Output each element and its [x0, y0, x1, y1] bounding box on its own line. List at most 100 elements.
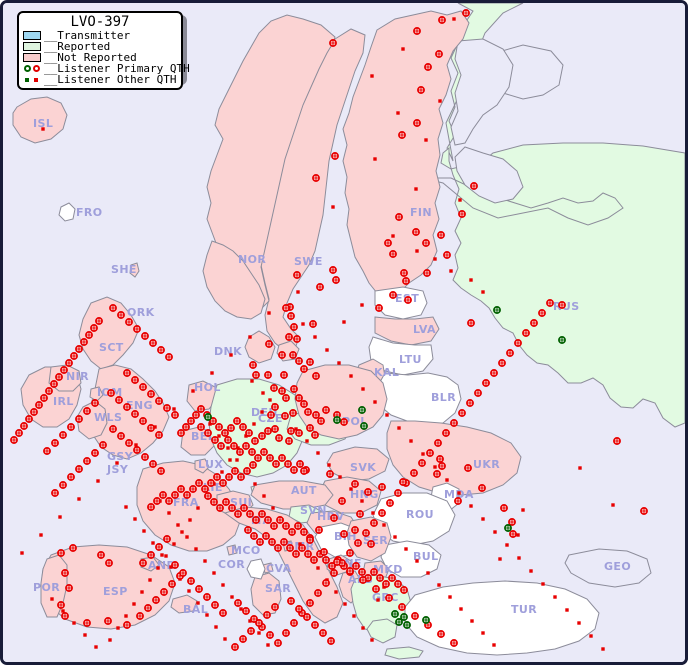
listener-other-qth-marker[interactable]: [124, 505, 128, 509]
listener-other-qth-marker[interactable]: [196, 601, 200, 605]
listener-other-qth-marker[interactable]: [156, 566, 160, 570]
listener-other-qth-marker[interactable]: [426, 571, 430, 575]
listener-other-qth-marker[interactable]: [271, 506, 275, 510]
listener-other-qth-marker[interactable]: [409, 439, 413, 443]
listener-other-qth-marker[interactable]: [257, 631, 261, 635]
listener-other-qth-marker[interactable]: [370, 638, 374, 642]
listener-other-qth-marker[interactable]: [133, 517, 137, 521]
country-geo[interactable]: [564, 548, 652, 588]
listener-other-qth-marker[interactable]: [349, 487, 353, 491]
listener-other-qth-marker[interactable]: [492, 643, 496, 647]
country-lux[interactable]: [194, 458, 210, 474]
listener-other-qth-marker[interactable]: [140, 590, 144, 594]
listener-other-qth-marker[interactable]: [210, 371, 214, 375]
grc-crete[interactable]: [384, 646, 424, 660]
listener-other-qth-marker[interactable]: [248, 619, 252, 623]
listener-other-qth-marker[interactable]: [445, 478, 449, 482]
listener-other-qth-marker[interactable]: [517, 556, 521, 560]
listener-other-qth-marker[interactable]: [142, 529, 146, 533]
country-iom[interactable]: [89, 386, 104, 402]
listener-other-qth-marker[interactable]: [134, 443, 138, 447]
listener-other-qth-marker[interactable]: [352, 614, 356, 618]
listener-other-qth-marker[interactable]: [58, 515, 62, 519]
europe-map-svg[interactable]: ISLFROSHEORKSCTNIRIRLIOMWLSENGGSYJSYDNKH…: [3, 3, 685, 662]
listener-other-qth-marker[interactable]: [376, 598, 380, 602]
listener-other-qth-marker[interactable]: [470, 619, 474, 623]
listener-other-qth-marker[interactable]: [481, 290, 485, 294]
listener-other-qth-marker[interactable]: [437, 583, 441, 587]
listener-other-qth-marker[interactable]: [493, 530, 497, 534]
country-ukr[interactable]: [386, 420, 522, 496]
listener-other-qth-marker[interactable]: [50, 597, 54, 601]
listener-other-qth-marker[interactable]: [334, 590, 338, 594]
listener-other-qth-marker[interactable]: [115, 461, 119, 465]
listener-other-qth-marker[interactable]: [187, 589, 191, 593]
listener-other-qth-marker[interactable]: [124, 614, 128, 618]
listener-other-qth-marker[interactable]: [327, 463, 331, 467]
listener-other-qth-marker[interactable]: [229, 353, 233, 357]
listener-other-qth-marker[interactable]: [268, 398, 272, 402]
listener-other-qth-marker[interactable]: [235, 458, 239, 462]
listener-other-qth-marker[interactable]: [433, 465, 437, 469]
country-dnk[interactable]: [244, 330, 276, 364]
listener-other-qth-marker[interactable]: [360, 303, 364, 307]
listener-other-qth-marker[interactable]: [296, 290, 300, 294]
listener-other-qth-marker[interactable]: [529, 569, 533, 573]
listener-other-qth-marker[interactable]: [253, 482, 257, 486]
listener-other-qth-marker[interactable]: [396, 111, 400, 115]
listener-other-qth-marker[interactable]: [203, 559, 207, 563]
listener-other-qth-marker[interactable]: [172, 407, 176, 411]
listener-other-qth-marker[interactable]: [316, 566, 320, 570]
listener-other-qth-marker[interactable]: [208, 422, 212, 426]
listener-other-qth-marker[interactable]: [415, 249, 419, 253]
listener-other-qth-marker[interactable]: [221, 583, 225, 587]
listener-other-qth-marker[interactable]: [205, 613, 209, 617]
nor-south[interactable]: [202, 240, 266, 320]
country-svk[interactable]: [326, 446, 390, 482]
listener-other-qth-marker[interactable]: [316, 451, 320, 455]
listener-other-qth-marker[interactable]: [421, 452, 425, 456]
listener-other-qth-marker[interactable]: [153, 425, 157, 429]
listener-other-qth-marker[interactable]: [244, 434, 248, 438]
listener-other-qth-marker[interactable]: [452, 17, 456, 21]
listener-other-qth-marker[interactable]: [313, 335, 317, 339]
country-mco[interactable]: [226, 544, 238, 556]
listener-other-qth-marker[interactable]: [41, 127, 45, 131]
listener-other-qth-marker[interactable]: [393, 535, 397, 539]
listener-other-qth-marker[interactable]: [498, 557, 502, 561]
listener-other-qth-marker[interactable]: [266, 643, 270, 647]
listener-other-qth-marker[interactable]: [116, 626, 120, 630]
listener-primary-qth-markers-green[interactable]: [204, 306, 566, 629]
listener-other-qth-marker[interactable]: [261, 391, 265, 395]
listener-other-qth-marker[interactable]: [361, 387, 365, 391]
listener-other-qth-marker[interactable]: [424, 138, 428, 142]
country-ltu[interactable]: [368, 336, 434, 376]
country-fin[interactable]: [342, 10, 470, 300]
listener-other-qth-marker[interactable]: [169, 565, 173, 569]
listener-other-qth-marker[interactable]: [228, 458, 232, 462]
listener-other-qth-marker[interactable]: [553, 595, 557, 599]
listener-other-qth-marker[interactable]: [172, 542, 176, 546]
listener-other-qth-marker[interactable]: [349, 374, 353, 378]
listener-other-qth-marker[interactable]: [77, 497, 81, 501]
listener-other-qth-marker[interactable]: [469, 278, 473, 282]
listener-other-qth-marker[interactable]: [196, 506, 200, 510]
grc-peloponnese[interactable]: [366, 618, 398, 644]
listener-other-qth-marker[interactable]: [108, 638, 112, 642]
listener-other-qth-marker[interactable]: [236, 446, 240, 450]
listener-other-qth-marker[interactable]: [457, 491, 461, 495]
listener-other-qth-marker[interactable]: [481, 631, 485, 635]
listener-other-qth-marker[interactable]: [459, 607, 463, 611]
listener-other-qth-marker[interactable]: [176, 523, 180, 527]
listener-other-qth-marker[interactable]: [214, 625, 218, 629]
listener-other-qth-marker[interactable]: [481, 517, 485, 521]
listener-other-qth-marker[interactable]: [458, 198, 462, 202]
listener-other-qth-marker[interactable]: [132, 602, 136, 606]
map-canvas[interactable]: ISLFROSHEORKSCTNIRIRLIOMWLSENGGSYJSYDNKH…: [3, 3, 685, 662]
listener-other-qth-marker[interactable]: [262, 494, 266, 498]
listener-other-qth-marker[interactable]: [505, 543, 509, 547]
listener-other-qth-marker[interactable]: [267, 311, 271, 315]
listener-other-qth-marker[interactable]: [248, 335, 252, 339]
listener-other-qth-marker[interactable]: [385, 413, 389, 417]
listener-other-qth-marker[interactable]: [397, 426, 401, 430]
